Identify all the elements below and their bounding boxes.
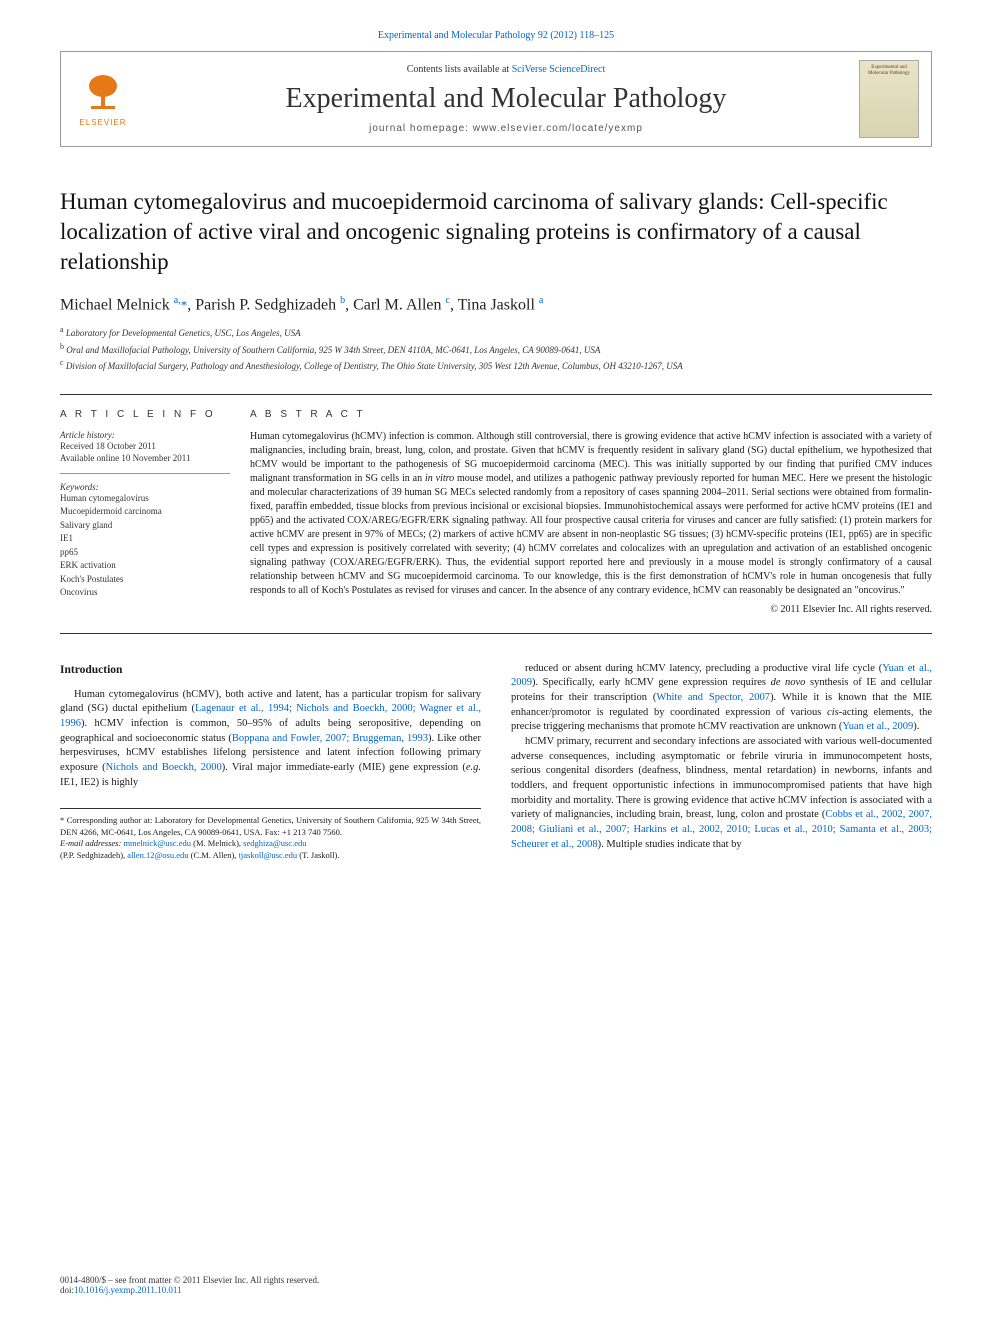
article-info-heading: A R T I C L E I N F O [60, 409, 230, 420]
affiliations: a Laboratory for Developmental Genetics,… [60, 324, 932, 374]
intro-para-1: Human cytomegalovirus (hCMV), both activ… [60, 688, 481, 791]
sciencedirect-link[interactable]: SciVerse ScienceDirect [512, 64, 606, 75]
intro-para-2: hCMV primary, recurrent and secondary in… [511, 735, 932, 853]
corresponding-author: * Corresponding author at: Laboratory fo… [60, 815, 481, 838]
footnotes: * Corresponding author at: Laboratory fo… [60, 808, 481, 861]
front-matter-line: 0014-4800/$ – see front matter © 2011 El… [60, 1275, 319, 1285]
elsevier-tree-icon [81, 72, 125, 118]
email-addresses: E-mail addresses: mmelnick@usc.edu (M. M… [60, 838, 481, 861]
doi-link[interactable]: 10.1016/j.yexmp.2011.10.011 [74, 1285, 182, 1295]
body-columns: Introduction Human cytomegalovirus (hCMV… [60, 662, 932, 862]
homepage-url[interactable]: www.elsevier.com/locate/yexmp [473, 123, 643, 134]
online-date: Available online 10 November 2011 [60, 452, 230, 465]
column-left: Introduction Human cytomegalovirus (hCMV… [60, 662, 481, 862]
keywords-list: Human cytomegalovirusMucoepidermoid carc… [60, 492, 230, 600]
journal-name: Experimental and Molecular Pathology [153, 83, 859, 115]
contents-line: Contents lists available at SciVerse Sci… [153, 64, 859, 75]
contents-prefix: Contents lists available at [407, 64, 512, 75]
history-label: Article history: [60, 430, 230, 440]
homepage-prefix: journal homepage: [369, 123, 473, 134]
author-list: Michael Melnick a,*, Parish P. Sedghizad… [60, 295, 932, 314]
elsevier-logo: ELSEVIER [73, 69, 133, 129]
abstract-text: Human cytomegalovirus (hCMV) infection i… [250, 430, 932, 598]
article-title: Human cytomegalovirus and mucoepidermoid… [60, 187, 932, 277]
info-abstract-row: A R T I C L E I N F O Article history: R… [60, 394, 932, 634]
journal-cover-thumb: Experimental and Molecular Pathology [859, 60, 919, 138]
intro-para-1-cont: reduced or absent during hCMV latency, p… [511, 662, 932, 735]
page-footer: 0014-4800/$ – see front matter © 2011 El… [60, 1275, 319, 1295]
column-right: reduced or absent during hCMV latency, p… [511, 662, 932, 862]
affiliation-a: a Laboratory for Developmental Genetics,… [60, 324, 932, 341]
affiliation-c: c Division of Maxillofacial Surgery, Pat… [60, 357, 932, 374]
introduction-heading: Introduction [60, 662, 481, 678]
abstract-copyright: © 2011 Elsevier Inc. All rights reserved… [250, 604, 932, 615]
received-date: Received 18 October 2011 [60, 440, 230, 453]
journal-header: ELSEVIER Contents lists available at Sci… [60, 51, 932, 147]
keywords-block: Keywords: Human cytomegalovirusMucoepide… [60, 482, 230, 600]
affiliation-b: b Oral and Maxillofacial Pathology, Univ… [60, 341, 932, 358]
keywords-label: Keywords: [60, 482, 230, 492]
doi-line: doi:10.1016/j.yexmp.2011.10.011 [60, 1285, 319, 1295]
cover-title: Experimental and Molecular Pathology [864, 65, 914, 76]
article-history: Article history: Received 18 October 201… [60, 430, 230, 474]
journal-page-ref[interactable]: Experimental and Molecular Pathology 92 … [60, 30, 932, 41]
elsevier-wordmark: ELSEVIER [79, 118, 126, 127]
abstract-heading: A B S T R A C T [250, 409, 932, 420]
abstract: A B S T R A C T Human cytomegalovirus (h… [250, 409, 932, 615]
doi-label: doi: [60, 1285, 74, 1295]
article-info: A R T I C L E I N F O Article history: R… [60, 409, 250, 615]
header-center: Contents lists available at SciVerse Sci… [153, 64, 859, 134]
homepage-line: journal homepage: www.elsevier.com/locat… [153, 123, 859, 134]
